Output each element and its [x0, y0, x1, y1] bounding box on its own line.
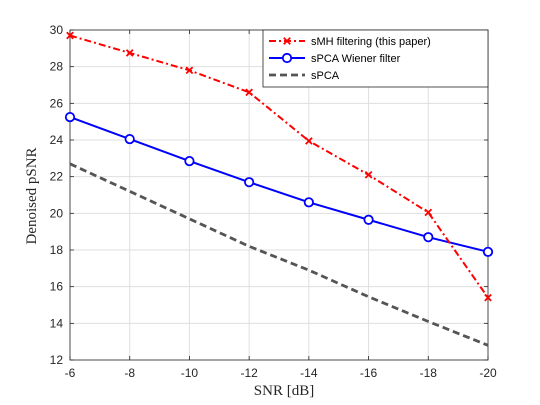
y-tick-label: 14	[50, 316, 64, 330]
y-tick-label: 24	[50, 133, 64, 147]
y-tick-label: 26	[50, 96, 64, 110]
data-point	[185, 66, 194, 75]
x-tick-label: -14	[300, 366, 318, 380]
legend-marker	[283, 37, 291, 45]
y-axis-label: Denoised pSNR	[24, 147, 40, 244]
y-tick-label: 28	[50, 60, 64, 74]
x-tick-label: -20	[479, 366, 497, 380]
data-point	[64, 111, 76, 123]
y-tick-label: 20	[50, 206, 64, 220]
data-point	[484, 293, 492, 302]
legend-label: sPCA	[311, 70, 340, 82]
data-point	[305, 137, 313, 145]
data-point	[66, 31, 74, 40]
x-tick-label: -12	[240, 366, 258, 380]
y-tick-label: 16	[50, 280, 64, 294]
y-tick-label: 30	[50, 23, 64, 37]
data-point	[303, 197, 314, 208]
marker-stroke	[283, 37, 291, 45]
data-point	[184, 155, 195, 167]
marker-stroke	[364, 170, 373, 179]
data-point	[482, 246, 494, 257]
x-tick-label: -18	[420, 366, 438, 380]
legend-label: sMH filtering (this paper)	[311, 36, 431, 48]
y-tick-label: 12	[50, 353, 64, 367]
marker-stroke	[66, 31, 74, 40]
data-point	[423, 232, 434, 243]
legend-label: sPCA Wiener filter	[311, 53, 401, 65]
x-axis-label: SNR [dB]	[254, 383, 314, 399]
x-tick-label: -6	[65, 366, 76, 380]
series-line	[69, 116, 489, 253]
data-point	[244, 177, 255, 188]
data-point	[124, 133, 135, 145]
data-point	[364, 170, 373, 179]
legend: sMH filtering (this paper) sPCA Wiener fi…	[262, 29, 489, 88]
x-tick-label: -10	[181, 366, 199, 380]
data-point	[363, 214, 374, 225]
y-tick-label: 22	[50, 170, 64, 184]
marker-stroke	[424, 208, 433, 217]
marker-stroke	[305, 137, 313, 145]
data-point	[245, 88, 253, 97]
data-point	[125, 49, 134, 57]
x-tick-label: -16	[360, 366, 378, 380]
x-tick-label: -8	[124, 366, 135, 380]
legend-marker	[281, 52, 293, 64]
series-line	[69, 162, 489, 347]
y-tick-label: 18	[50, 243, 64, 257]
marker-stroke	[185, 66, 194, 75]
marker-stroke	[125, 49, 134, 57]
series-line	[69, 34, 489, 299]
plot-area	[64, 31, 494, 347]
marker-stroke	[484, 293, 492, 302]
marker-stroke	[245, 88, 253, 97]
data-point	[424, 208, 433, 217]
